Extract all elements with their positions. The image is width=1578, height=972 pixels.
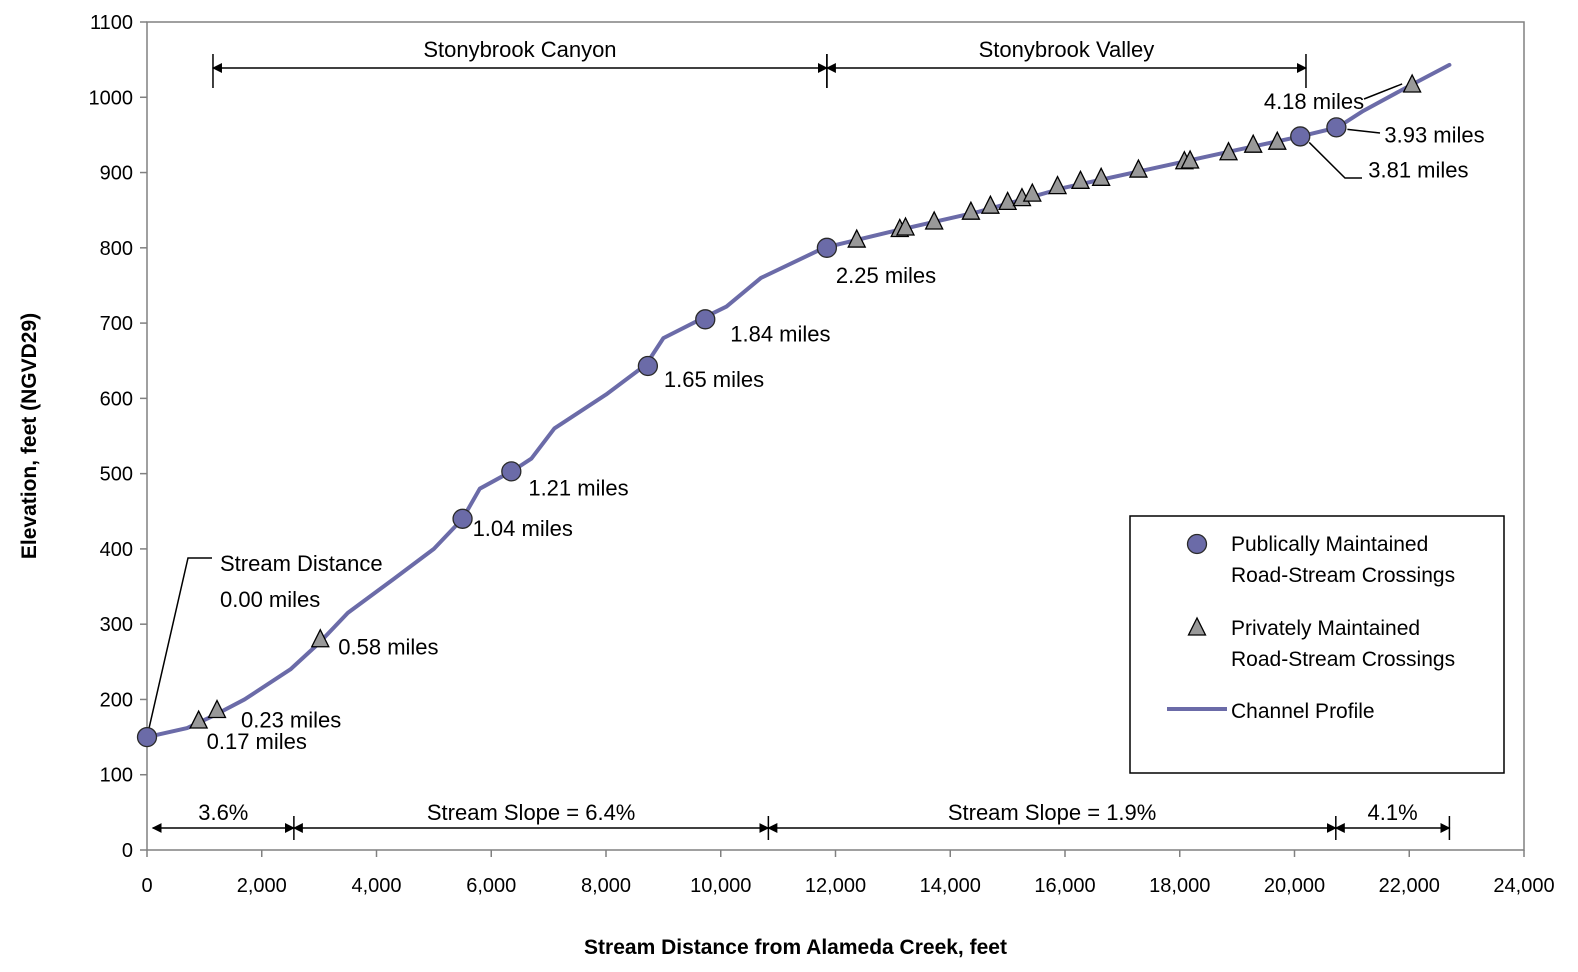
leader-line-4-18 [1363, 83, 1403, 100]
private-crossing-triangle [1402, 73, 1422, 93]
legend-layer: Publically Maintained Road-Stream Crossin… [1129, 515, 1505, 774]
x-tick-label: 6,000 [466, 875, 516, 897]
y-tick-label: 100 [100, 765, 133, 787]
crossing-distance-label: 1.04 miles [473, 516, 573, 541]
private-crossing-triangle [207, 699, 227, 719]
public-crossing-circle [136, 726, 158, 748]
public-crossing-circle [501, 461, 522, 482]
x-axis-title: Stream Distance from Alameda Creek, feet [584, 936, 1007, 959]
crossing-distance-label: 1.21 miles [528, 475, 628, 500]
x-tick-label: 0 [141, 875, 152, 897]
legend-box [1129, 515, 1505, 774]
private-crossing-triangle [1047, 175, 1068, 195]
axes-layer: 0 2,000 4,000 6,000 8,000 10,000 12,000 14,000 1… [18, 12, 1555, 959]
slope-label: 4.1% [1368, 800, 1418, 825]
legend-label: Channel Profile [1231, 700, 1375, 723]
legend-label: Publically Maintained [1231, 533, 1428, 556]
y-tick-label: 1100 [90, 12, 133, 34]
private-crossing-triangle [1243, 133, 1263, 153]
slope-label: Stream Slope = 1.9% [948, 800, 1157, 825]
x-tick-label: 2,000 [237, 875, 287, 897]
y-tick-label: 600 [100, 388, 133, 410]
crossing-distance-label: 1.84 miles [730, 321, 830, 346]
y-tick-label: 200 [100, 689, 133, 711]
legend-triangle-marker [1187, 616, 1207, 636]
private-crossing-triangle [998, 190, 1018, 211]
legend-label: Road-Stream Crossings [1231, 648, 1455, 671]
x-tick-label: 18,000 [1149, 875, 1210, 897]
reach-label: Stonybrook Valley [979, 37, 1155, 62]
private-crossing-triangle [1180, 149, 1200, 169]
y-tick-label: 300 [100, 614, 133, 636]
private-crossing-triangle [1218, 141, 1239, 161]
series-layer [136, 62, 1452, 748]
crossing-distance-label: 1.65 miles [664, 367, 764, 392]
y-tick-label: 900 [100, 163, 133, 185]
legend-circle-marker [1186, 533, 1208, 555]
crossing-distance-label: 2.25 miles [836, 263, 936, 288]
private-crossing-triangle [1070, 169, 1091, 189]
private-crossing-triangle [1128, 158, 1148, 178]
private-crossing-triangle [1267, 130, 1287, 150]
x-tick-label: 12,000 [805, 875, 866, 897]
leader-line-3-81 [1308, 141, 1362, 179]
private-crossing-triangle [189, 709, 209, 729]
x-tick-label: 4,000 [351, 875, 401, 897]
crossing-distance-label: 4.18 miles [1264, 89, 1364, 114]
crossing-distance-label: 0.58 miles [338, 635, 438, 660]
private-crossing-triangle [924, 210, 944, 230]
y-tick-label: 700 [100, 313, 133, 335]
x-tick-label: 22,000 [1379, 875, 1440, 897]
y-axis-title: Elevation, feet (NGVD29) [18, 313, 41, 559]
y-tick-label: 800 [100, 238, 133, 260]
legend-label: Privately Maintained [1231, 617, 1420, 640]
x-tick-label: 20,000 [1264, 875, 1325, 897]
public-crossing-circle [1290, 126, 1311, 147]
public-crossing-circle [452, 508, 473, 529]
private-crossing-triangle [310, 628, 330, 648]
annotations-layer: Stonybrook Canyon Stonybrook Valley 3.6% St… [146, 37, 1485, 840]
start-label-line2: 0.00 miles [220, 587, 320, 612]
slope-label: 3.6% [198, 800, 248, 825]
slope-label: Stream Slope = 6.4% [427, 800, 636, 825]
private-crossing-triangle [980, 194, 1000, 214]
private-crossing-triangle [1022, 182, 1042, 202]
private-crossing-triangle [1091, 166, 1111, 186]
private-crossing-triangle [961, 200, 981, 220]
y-tick-label: 0 [122, 840, 133, 862]
public-crossing-circle [816, 237, 838, 258]
y-tick-label: 500 [100, 464, 133, 486]
x-tick-label: 16,000 [1034, 875, 1095, 897]
private-crossing-triangle [895, 216, 916, 236]
private-crossing-triangle [847, 228, 867, 248]
y-tick-label: 1000 [89, 87, 134, 109]
crossing-distance-label: 0.17 miles [207, 729, 307, 754]
leader-line-3-93 [1347, 128, 1381, 134]
legend-label: Road-Stream Crossings [1231, 564, 1455, 587]
crossing-distance-label: 3.93 miles [1384, 122, 1484, 147]
reach-label: Stonybrook Canyon [423, 37, 616, 62]
x-tick-label: 24,000 [1493, 875, 1554, 897]
crossing-distance-label: 0.23 miles [241, 707, 341, 732]
y-tick-label: 400 [100, 539, 133, 561]
public-crossing-circle [1326, 117, 1347, 138]
start-leader-line [146, 557, 212, 738]
public-crossing-circle [695, 309, 716, 330]
start-label-line1: Stream Distance [220, 551, 383, 576]
x-tick-label: 14,000 [920, 875, 981, 897]
x-tick-label: 8,000 [581, 875, 631, 897]
public-crossing-circle [637, 355, 659, 377]
crossing-distance-label: 3.81 miles [1368, 157, 1468, 182]
x-tick-label: 10,000 [690, 875, 751, 897]
